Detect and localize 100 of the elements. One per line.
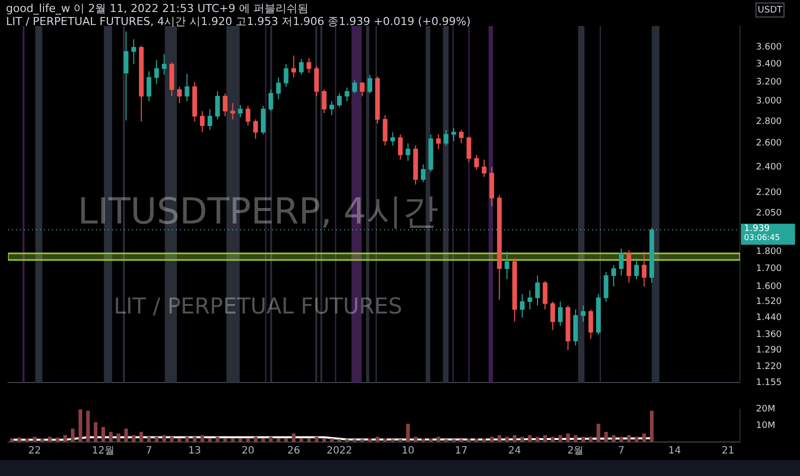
candlestick: [618, 248, 624, 276]
y-tick-label: 1.440: [756, 312, 782, 323]
candlestick: [246, 106, 250, 126]
bar: [528, 435, 532, 442]
candlestick: [344, 87, 350, 102]
bar: [634, 436, 638, 442]
y-tick-label: 2.600: [756, 138, 782, 149]
candlestick: [535, 275, 540, 306]
candlestick: [626, 250, 632, 284]
candlestick: [436, 134, 441, 150]
bar: [474, 438, 478, 442]
candlestick: [406, 142, 410, 162]
bar: [467, 438, 471, 442]
bar: [109, 432, 113, 442]
candlestick: [382, 114, 388, 146]
candlestick: [558, 301, 563, 326]
x-tick-label: 24: [508, 446, 521, 457]
bar: [322, 438, 326, 442]
bar: [459, 439, 464, 442]
bar: [498, 435, 502, 442]
candlestick: [611, 264, 616, 287]
bar: [63, 435, 67, 442]
candlestick: [146, 70, 152, 102]
bar: [246, 438, 250, 442]
bar: [269, 436, 273, 442]
candlestick: [184, 73, 190, 102]
bar: [566, 434, 570, 442]
bar: [588, 436, 593, 442]
bar: [208, 438, 212, 442]
bar: [581, 436, 586, 442]
candlestick: [420, 164, 426, 183]
bar: [94, 422, 98, 442]
candlestick: [604, 272, 608, 302]
bar: [376, 436, 380, 442]
candlestick: [504, 251, 510, 280]
candlestick: [314, 65, 319, 97]
bar: [32, 436, 36, 442]
bar: [352, 439, 356, 442]
bar: [520, 436, 524, 442]
bar: [192, 436, 196, 442]
bar: [421, 438, 426, 442]
candlestick: [520, 293, 525, 318]
x-tick-label: 26: [287, 446, 300, 457]
x-tick-label: 7: [618, 446, 624, 457]
y-tick-label: 3.600: [756, 42, 782, 53]
bar: [543, 435, 547, 442]
candlestick: [268, 89, 274, 112]
bar: [284, 438, 288, 442]
bar: [299, 438, 304, 442]
x-tick-label: 2022: [326, 446, 352, 457]
bar: [154, 436, 158, 442]
candlestick: [360, 82, 365, 97]
y-tick-label: 1.800: [756, 247, 782, 258]
bar: [536, 436, 540, 442]
bar: [18, 438, 22, 442]
x-tick-label: 22: [28, 446, 42, 457]
y-tick-label: 3.000: [756, 96, 782, 106]
bar: [398, 439, 402, 442]
bar: [124, 428, 128, 442]
bar: [558, 435, 562, 442]
bar: [550, 436, 555, 442]
candlestick: [222, 92, 228, 117]
candlestick: [230, 102, 236, 120]
bar: [444, 439, 448, 442]
candlestick: [131, 38, 136, 65]
bar: [48, 436, 52, 442]
candlestick: [550, 301, 556, 331]
bar: [505, 436, 509, 442]
bar: [86, 410, 90, 442]
bar: [40, 438, 44, 442]
candlestick: [458, 129, 464, 144]
candlestick: [588, 308, 594, 340]
candlestick: [466, 136, 472, 163]
candlestick: [306, 58, 312, 74]
candlestick: [162, 53, 167, 76]
bar: [10, 438, 14, 442]
bar: [368, 438, 372, 442]
y-tick-label: 1.600: [756, 282, 782, 292]
y-tick-label: 3.200: [756, 77, 782, 88]
annotation: LIT / PERPETUAL FUTURES, 4시간 시1.920 고1.953 저1.906 종1.939 +0.019 (+0.99%): [6, 15, 471, 29]
x-tick-label: 17: [454, 446, 468, 457]
candlestick: [200, 110, 205, 133]
bar: [428, 438, 433, 442]
bar: [185, 436, 189, 442]
y-tick-label: 1.520: [756, 296, 782, 307]
bar: [627, 435, 631, 442]
bar: [56, 438, 60, 442]
bar: [314, 436, 318, 442]
bar: [612, 435, 616, 442]
bar: [596, 424, 600, 442]
candlestick: [124, 30, 128, 121]
bar: [70, 428, 75, 442]
candlestick: [322, 89, 326, 114]
bar: [650, 410, 654, 442]
y-tick-label: 2.050: [756, 208, 782, 219]
candlestick: [238, 104, 243, 118]
candlestick: [580, 305, 586, 322]
bar: [338, 439, 342, 442]
candlestick: [482, 159, 486, 178]
bar: [574, 435, 578, 442]
